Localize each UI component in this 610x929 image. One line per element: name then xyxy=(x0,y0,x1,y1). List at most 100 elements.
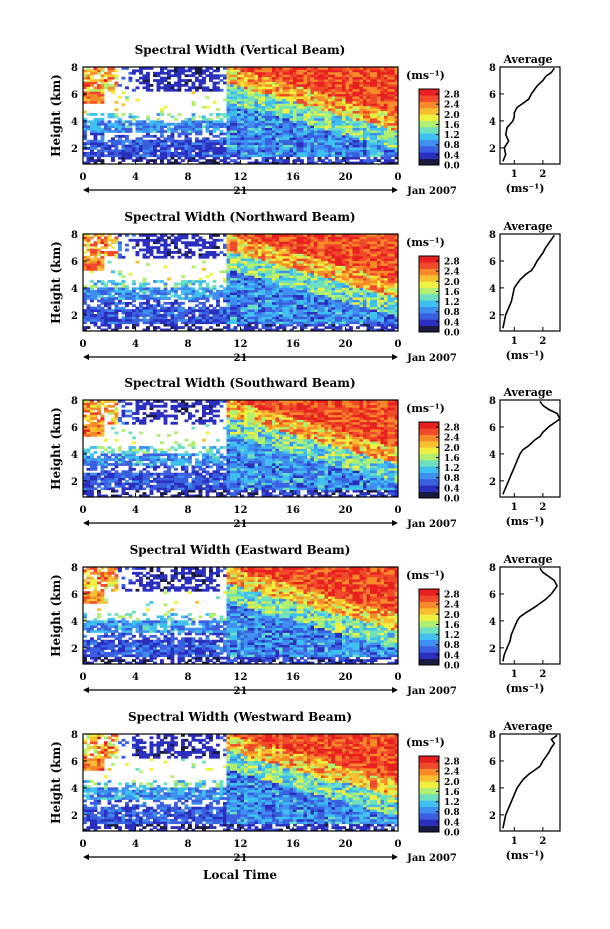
heatmap-cell xyxy=(258,91,262,95)
heatmap-cell xyxy=(300,311,304,315)
heatmap-cell xyxy=(307,292,311,296)
heatmap-cell xyxy=(153,161,157,165)
heatmap-cell xyxy=(125,316,129,320)
heatmap-cell xyxy=(114,255,119,259)
heatmap-cell xyxy=(282,311,287,315)
heatmap-cell xyxy=(303,130,308,133)
heatmap-cell xyxy=(387,98,392,102)
heatmap-cell xyxy=(177,88,182,92)
heatmap-cell xyxy=(146,125,150,129)
heatmap-cell xyxy=(135,321,140,325)
heatmap-cell xyxy=(202,255,206,259)
heatmap-cell xyxy=(247,294,252,298)
heatmap-cell xyxy=(300,314,304,317)
heatmap-cell xyxy=(219,120,224,124)
heatmap-cell xyxy=(275,311,280,315)
heatmap-cell xyxy=(93,81,98,85)
heatmap-cell xyxy=(387,96,392,99)
heatmap-cell xyxy=(293,236,297,240)
heatmap-cell xyxy=(233,161,238,165)
heatmap-cell xyxy=(286,318,290,322)
heatmap-cell xyxy=(139,318,143,322)
heatmap-cell xyxy=(366,79,371,82)
heatmap-cell xyxy=(198,236,203,240)
heatmap-cell xyxy=(212,241,217,245)
heatmap-cell xyxy=(111,282,115,286)
heatmap-cell xyxy=(331,234,336,237)
heatmap-cell xyxy=(328,108,332,112)
heatmap-cell xyxy=(170,309,175,312)
heatmap-cell xyxy=(135,156,140,160)
heatmap-cell xyxy=(265,103,269,107)
heatmap-cell xyxy=(331,93,336,97)
heatmap-cell xyxy=(366,88,371,92)
heatmap-cell xyxy=(356,100,360,104)
heatmap-cell xyxy=(265,76,269,80)
heatmap-cell xyxy=(296,120,301,124)
heatmap-cell xyxy=(321,159,325,162)
heatmap-cell xyxy=(282,299,287,303)
heatmap-cell xyxy=(377,105,381,109)
heatmap-cell xyxy=(314,309,318,312)
heatmap-cell xyxy=(181,132,185,136)
heatmap-cell xyxy=(139,306,143,310)
heatmap-cell xyxy=(324,234,329,237)
heatmap-cell xyxy=(251,125,255,129)
heatmap-cell xyxy=(328,98,332,102)
heatmap-cell xyxy=(216,323,220,327)
heatmap-cell xyxy=(261,139,266,143)
heatmap-cell xyxy=(317,280,322,283)
heatmap-cell xyxy=(170,318,175,322)
heatmap-cell xyxy=(233,328,238,332)
heatmap-cell xyxy=(226,93,231,97)
heatmap-cell xyxy=(275,69,280,73)
heatmap-cell xyxy=(391,127,395,131)
heatmap-cell xyxy=(184,79,189,82)
heatmap-cell xyxy=(135,137,140,141)
heatmap-cell xyxy=(251,304,255,308)
heatmap-cell xyxy=(349,151,353,155)
heatmap-cell xyxy=(163,142,168,145)
heatmap-cell xyxy=(100,238,105,242)
heatmap-cell xyxy=(370,134,374,138)
heatmap-cell xyxy=(212,127,217,131)
heatmap-cell xyxy=(282,328,287,332)
heatmap-cell xyxy=(328,110,332,114)
heatmap-cell xyxy=(314,301,318,305)
heatmap-cell xyxy=(293,250,297,254)
heatmap-cell xyxy=(303,265,308,269)
heatmap-cell xyxy=(268,134,273,138)
heatmap-cell xyxy=(380,79,385,82)
heatmap-cell xyxy=(163,156,168,160)
heatmap-cell xyxy=(254,275,259,279)
heatmap-cell xyxy=(352,88,357,92)
heatmap-cell xyxy=(104,130,108,133)
heatmap-cell xyxy=(314,270,318,274)
heatmap-cell xyxy=(387,120,392,124)
heatmap-cell xyxy=(247,156,252,160)
heatmap-cell xyxy=(265,127,269,131)
heatmap-cell xyxy=(282,314,287,317)
heatmap-cell xyxy=(233,253,238,257)
heatmap-cell xyxy=(97,314,101,317)
heatmap-cell xyxy=(226,132,231,136)
heatmap-cell xyxy=(286,292,290,296)
heatmap-cell xyxy=(247,76,252,80)
heatmap-cell xyxy=(100,122,105,126)
heatmap-cell xyxy=(149,306,154,310)
heatmap-cell xyxy=(363,69,367,73)
heatmap-cell xyxy=(86,258,91,262)
heatmap-cell xyxy=(356,96,360,99)
heatmap-cell xyxy=(216,67,220,70)
heatmap-cell xyxy=(156,154,161,158)
heatmap-cell xyxy=(240,151,245,155)
heatmap-cell xyxy=(321,134,325,138)
heatmap-cell xyxy=(240,243,245,247)
heatmap-cell xyxy=(100,301,105,305)
heatmap-cell xyxy=(314,149,318,153)
heatmap-cell xyxy=(254,255,259,259)
heatmap-cell xyxy=(93,241,98,245)
heatmap-cell xyxy=(293,304,297,308)
heatmap-cell xyxy=(163,248,168,252)
heatmap-cell xyxy=(93,289,98,293)
